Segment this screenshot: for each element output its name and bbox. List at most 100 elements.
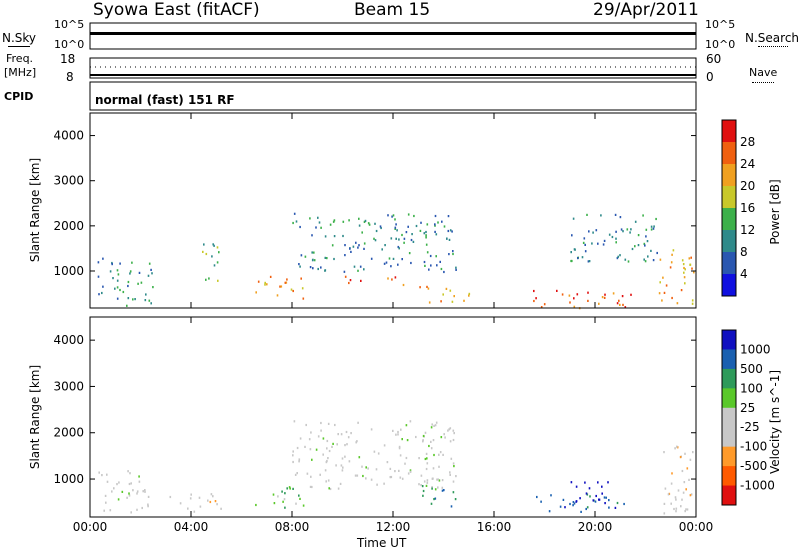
- heatmap-cell: [298, 494, 300, 497]
- heatmap-cell: [208, 277, 210, 280]
- x-tick-label: 16:00: [477, 520, 512, 534]
- heatmap-cell: [320, 429, 322, 432]
- heatmap-cell: [595, 494, 597, 498]
- heatmap-cell: [207, 499, 209, 502]
- heatmap-cell: [300, 254, 303, 257]
- heatmap-cell: [600, 214, 602, 217]
- freq-strip-frame: [89, 57, 697, 79]
- heatmap-cell: [589, 495, 591, 498]
- heatmap-cell: [132, 298, 134, 301]
- heatmap-cell: [691, 267, 693, 270]
- heatmap-cell: [309, 266, 312, 269]
- heatmap-cell: [427, 287, 430, 290]
- heatmap-cell: [132, 489, 134, 492]
- heatmap-cell: [448, 428, 450, 431]
- heatmap-cell: [409, 469, 412, 472]
- colorbar-swatch: [722, 466, 736, 487]
- heatmap-cell: [292, 454, 294, 457]
- heatmap-cell: [313, 259, 316, 262]
- colorbar-swatch: [722, 208, 736, 231]
- heatmap-cell: [570, 251, 572, 254]
- heatmap-cell: [570, 481, 573, 484]
- heatmap-cell: [684, 282, 686, 285]
- heatmap-cell: [683, 276, 686, 279]
- heatmap-cell: [637, 234, 640, 237]
- heatmap-cell: [136, 490, 139, 493]
- heatmap-cell: [426, 457, 428, 460]
- heatmap-cell: [394, 227, 396, 230]
- heatmap-cell: [312, 267, 314, 270]
- heatmap-cell: [693, 271, 695, 274]
- heatmap-cell: [344, 444, 346, 447]
- heatmap-cell: [626, 228, 629, 231]
- heatmap-cell: [340, 464, 343, 467]
- heatmap-cell: [339, 482, 342, 485]
- heatmap-cell: [136, 492, 138, 495]
- heatmap-cell: [276, 294, 279, 297]
- heatmap-cell: [420, 474, 423, 477]
- heatmap-cell: [350, 432, 352, 435]
- heatmap-cell: [344, 455, 346, 458]
- heatmap-cell: [664, 487, 667, 490]
- heatmap-cell: [289, 487, 291, 490]
- heatmap-cell: [364, 219, 367, 222]
- heatmap-cell: [101, 474, 103, 477]
- heatmap-cell: [128, 482, 131, 486]
- heatmap-cell: [420, 221, 422, 224]
- heatmap-cell: [440, 436, 443, 439]
- heatmap-cell: [418, 457, 420, 460]
- freq-unit-label: [MHz]: [4, 66, 37, 79]
- heatmap-cell: [324, 235, 327, 238]
- heatmap-cell: [111, 263, 113, 266]
- heatmap-cell: [431, 423, 433, 426]
- heatmap-cell: [584, 481, 586, 484]
- heatmap-cell: [540, 306, 543, 309]
- heatmap-cell: [451, 300, 454, 303]
- heatmap-cell: [674, 496, 677, 499]
- power-ylabel: Slant Range [km]: [28, 157, 42, 263]
- heatmap-cell: [402, 283, 405, 287]
- heatmap-cell: [405, 456, 408, 460]
- heatmap-cell: [447, 215, 450, 218]
- heatmap-cell: [331, 445, 333, 448]
- heatmap-cell: [629, 231, 631, 234]
- heatmap-cell: [350, 250, 352, 253]
- heatmap-cell: [329, 223, 332, 226]
- heatmap-cell: [440, 267, 443, 271]
- heatmap-cell: [97, 261, 100, 264]
- heatmap-cell: [384, 244, 386, 247]
- heatmap-cell: [400, 428, 402, 431]
- colorbar-swatch: [722, 252, 736, 275]
- heatmap-cell: [423, 232, 426, 235]
- heatmap-cell: [689, 263, 692, 266]
- heatmap-cell: [363, 268, 365, 271]
- heatmap-cell: [357, 246, 359, 249]
- heatmap-cell: [449, 440, 452, 443]
- heatmap-cell: [292, 487, 294, 490]
- heatmap-cell: [370, 257, 373, 260]
- heatmap-cell: [109, 270, 112, 273]
- heatmap-cell: [597, 481, 599, 484]
- heatmap-cell: [442, 293, 444, 296]
- heatmap-cell: [442, 453, 444, 456]
- heatmap-cell: [337, 487, 340, 490]
- heatmap-cell: [684, 452, 686, 455]
- heatmap-cell: [426, 462, 429, 465]
- y-tick-label: 1000: [53, 264, 84, 278]
- heatmap-cell: [408, 252, 411, 255]
- heatmap-cell: [98, 293, 100, 296]
- heatmap-cell: [608, 233, 611, 236]
- heatmap-cell: [205, 252, 208, 256]
- heatmap-cell: [295, 220, 298, 223]
- heatmap-cell: [571, 259, 573, 263]
- heatmap-cell: [220, 507, 222, 510]
- heatmap-cell: [681, 259, 684, 262]
- heatmap-cell: [144, 490, 146, 493]
- heatmap-cell: [391, 278, 393, 281]
- freq-top-tick: 18: [60, 52, 76, 66]
- heatmap-cell: [142, 490, 144, 493]
- nsky-label: N.Sky: [2, 31, 37, 45]
- heatmap-cell: [403, 241, 405, 244]
- heatmap-cell: [661, 299, 663, 302]
- x-tick-label: 20:00: [578, 520, 613, 534]
